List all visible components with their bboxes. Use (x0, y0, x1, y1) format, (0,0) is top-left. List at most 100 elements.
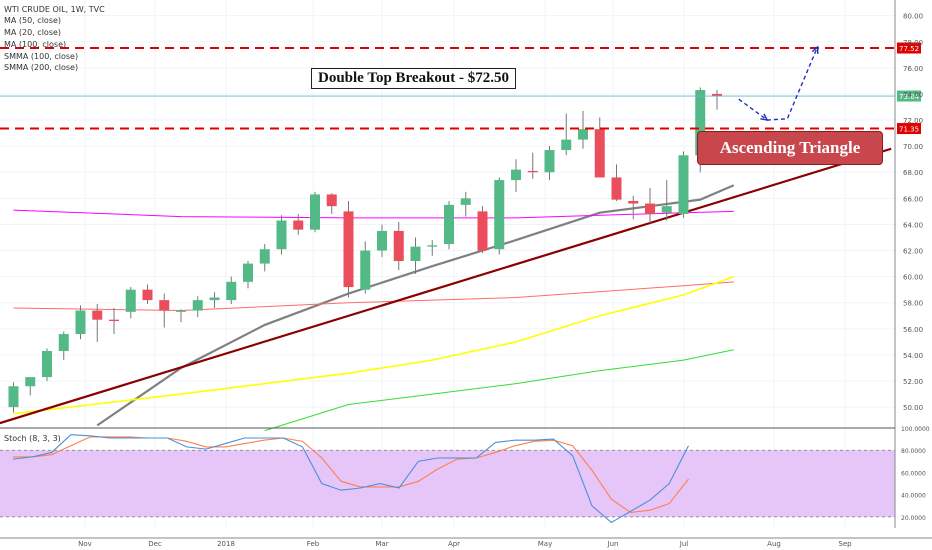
price-label: 71.35 (899, 126, 919, 134)
ma-line (13, 209, 734, 219)
candle-body (410, 246, 421, 261)
stoch-d-line (13, 436, 689, 514)
x-tick-label: May (538, 540, 552, 548)
stoch-tick-label: 60.0000 (901, 470, 926, 477)
x-tick-label: Jun (607, 540, 619, 548)
stoch-tick-label: 40.0000 (901, 493, 926, 500)
stochastic-label[interactable]: Stoch (8, 3, 3) (4, 434, 61, 443)
y-tick-label: 50.00 (903, 404, 923, 412)
candle-body (695, 90, 706, 156)
pattern-callout: Ascending Triangle (697, 131, 883, 165)
y-tick-label: 74.00 (903, 91, 923, 99)
chart-symbol-title: WTI CRUDE OIL, 1W, TVC (4, 5, 105, 14)
candle-body (661, 206, 672, 213)
indicator-ma100[interactable]: MA (100, close) (4, 40, 67, 49)
candle-body (544, 150, 555, 173)
moving-averages (0, 147, 892, 432)
x-tick-label: Aug (767, 540, 781, 548)
x-tick-label: Mar (375, 540, 388, 548)
candle-body (444, 204, 454, 245)
candle-body (578, 129, 588, 140)
x-tick-label: Nov (78, 540, 92, 548)
candle-body (594, 129, 605, 178)
candle-body (226, 281, 237, 301)
candle-body (142, 289, 153, 301)
candle-body (628, 200, 639, 204)
y-tick-label: 60.00 (903, 274, 923, 282)
projection-arrowhead (811, 45, 819, 55)
price-label: 73.84 (899, 93, 920, 101)
price-label-box (897, 42, 921, 54)
candle-body (527, 170, 538, 173)
ma-line (13, 281, 734, 312)
price-label: 77.52 (899, 45, 919, 53)
candle-body (645, 203, 655, 214)
candle-body (561, 139, 572, 151)
x-tick-label: Jul (679, 540, 689, 548)
y-tick-label: 54.00 (903, 352, 923, 360)
ma-line (264, 349, 734, 432)
x-tick-label: Feb (307, 540, 320, 548)
candle-body (293, 220, 304, 230)
y-tick-label: 70.00 (903, 143, 923, 151)
resistance-levels: 77.52 73.84 71.35 (0, 42, 921, 135)
projection-arrowhead (760, 113, 769, 122)
stoch-tick-label: 80.0000 (901, 448, 926, 455)
candle-body (494, 180, 505, 250)
candle-body (8, 386, 19, 408)
x-tick-label: Sep (838, 540, 852, 548)
projection-path (738, 46, 819, 121)
y-tick-label: 64.00 (903, 221, 923, 229)
indicator-ma20[interactable]: MA (20, close) (4, 28, 62, 37)
candle-body (343, 211, 354, 288)
breakout-annotation: Double Top Breakout - $72.50 (311, 68, 517, 89)
candle-body (460, 198, 471, 205)
y-tick-label: 68.00 (903, 169, 923, 177)
stoch-tick-label: 100.0000 (901, 426, 930, 433)
stoch-band (0, 450, 895, 517)
candle-body (427, 245, 438, 247)
candle-body (109, 319, 119, 321)
ma-line (13, 275, 735, 415)
candle-body (611, 177, 622, 200)
candle-body (712, 93, 722, 97)
price-label-box (897, 123, 921, 135)
ma-line (96, 184, 735, 427)
x-tick-label: 2018 (217, 540, 235, 548)
candle-body (58, 334, 69, 352)
candle-body (243, 263, 253, 282)
indicator-ma50[interactable]: MA (50, close) (4, 16, 62, 25)
indicator-smma100[interactable]: SMMA (100, close) (4, 52, 79, 61)
y-tick-label: 76.00 (903, 65, 923, 73)
y-tick-label: 56.00 (903, 326, 923, 334)
candles (8, 87, 722, 413)
indicator-smma200[interactable]: SMMA (200, close) (4, 63, 79, 72)
price-label-box (897, 90, 921, 102)
candle-body (92, 310, 103, 320)
candle-body (511, 169, 521, 181)
candle-body (25, 377, 36, 387)
candle-body (209, 297, 220, 301)
candle-body (159, 300, 170, 311)
stoch-k-line (12, 434, 689, 524)
candle-body (42, 351, 52, 378)
candle-body (259, 249, 270, 264)
y-tick-label: 62.00 (903, 248, 923, 256)
candle-body (477, 211, 488, 251)
x-tick-label: Dec (148, 540, 162, 548)
candle-body (360, 250, 371, 290)
candle-body (377, 230, 387, 251)
y-tick-label: 78.00 (903, 39, 923, 47)
y-tick-label: 52.00 (903, 378, 923, 386)
y-tick-label: 58.00 (903, 300, 923, 308)
candle-body (176, 310, 186, 312)
ascending-trendline (0, 147, 892, 425)
candle-body (393, 230, 404, 261)
stochastic-panel (0, 434, 895, 524)
y-tick-label: 80.00 (903, 13, 923, 21)
y-tick-label: 66.00 (903, 195, 923, 203)
candle-body (678, 155, 689, 214)
candle-body (75, 310, 86, 335)
candle-body (276, 220, 287, 250)
